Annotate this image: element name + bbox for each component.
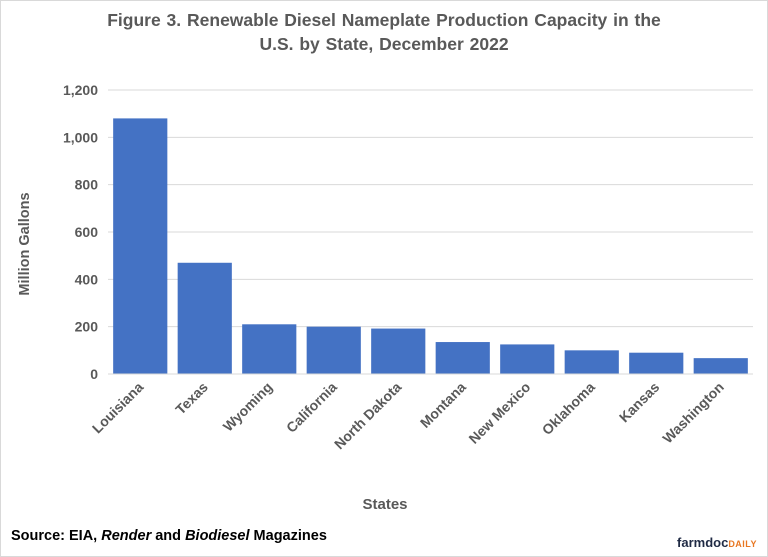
x-tick-label: Texas bbox=[172, 379, 211, 418]
bar bbox=[306, 326, 361, 374]
y-axis-title: Million Gallons bbox=[17, 192, 33, 295]
bar bbox=[242, 324, 297, 374]
bar bbox=[564, 350, 619, 374]
bar bbox=[500, 344, 555, 374]
x-tick-label: New Mexico bbox=[465, 379, 533, 447]
bar bbox=[177, 262, 232, 374]
x-tick-label: Montana bbox=[417, 379, 469, 431]
source-suffix: Magazines bbox=[249, 528, 327, 544]
y-tick-label: 800 bbox=[75, 177, 99, 193]
source-note: Source: EIA, Render and Biodiesel Magazi… bbox=[11, 528, 327, 544]
logo-main: farmdoc bbox=[677, 535, 729, 550]
x-tick-label: California bbox=[283, 379, 340, 436]
source-biodiesel: Biodiesel bbox=[185, 528, 250, 544]
x-tick-label: Louisiana bbox=[89, 379, 147, 437]
bar bbox=[435, 342, 490, 374]
y-tick-label: 200 bbox=[75, 319, 99, 335]
x-tick-label: Oklahoma bbox=[539, 379, 598, 438]
y-tick-label: 600 bbox=[75, 224, 99, 240]
bar bbox=[371, 328, 426, 374]
source-render: Render bbox=[101, 528, 152, 544]
chart-title: Figure 3. Renewable Diesel Nameplate Pro… bbox=[1, 8, 767, 56]
x-tick-label: North Dakota bbox=[331, 379, 405, 453]
chart-title-line1: Figure 3. Renewable Diesel Nameplate Pro… bbox=[107, 10, 661, 30]
bar bbox=[629, 352, 684, 374]
farmdoc-logo: farmdocDAILY bbox=[677, 535, 757, 550]
bar bbox=[693, 358, 748, 374]
bar bbox=[113, 118, 168, 375]
y-tick-label: 1,200 bbox=[63, 82, 98, 98]
y-tick-label: 1,000 bbox=[63, 129, 98, 145]
x-axis-title: States bbox=[362, 496, 407, 513]
y-tick-label: 400 bbox=[75, 271, 99, 287]
x-tick-label: Washington bbox=[659, 379, 727, 447]
source-and: and bbox=[151, 528, 186, 544]
x-tick-label: Kansas bbox=[616, 379, 663, 426]
chart-title-line2: U.S. by State, December 2022 bbox=[259, 34, 509, 54]
x-tick-label: Wyoming bbox=[220, 379, 276, 435]
logo-sub: DAILY bbox=[728, 539, 757, 549]
bar-chart: 0 200 400 600 800 1,000 1,200 Louisiana Texas Wyo… bbox=[17, 82, 753, 513]
source-prefix: Source: EIA, bbox=[11, 528, 102, 544]
y-tick-label: 0 bbox=[90, 366, 98, 382]
